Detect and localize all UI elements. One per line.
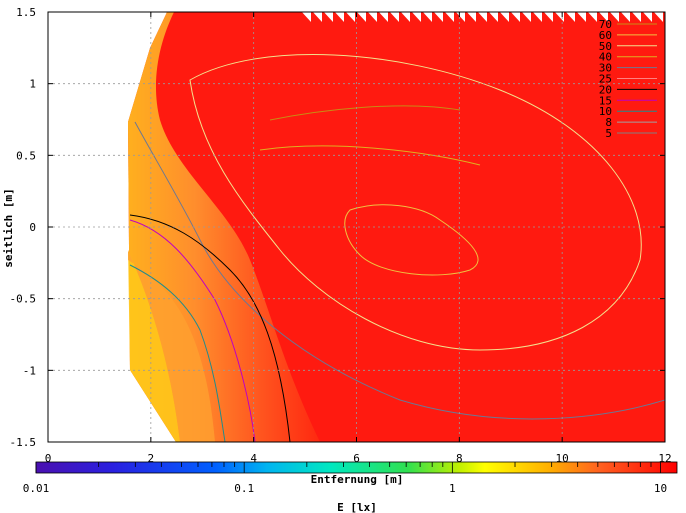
edge-tooth [477, 12, 487, 22]
y-axis: -1.5 -1 -0.5 0 0.5 1 1.5 [10, 6, 665, 449]
edge-tooth [670, 350, 686, 360]
contour-legend-label: 40 [599, 51, 612, 64]
colorbar-ticks: 0.01 0.1 1 10 [23, 461, 678, 495]
contour-legend-label: 20 [599, 83, 612, 96]
colorbar [36, 462, 677, 473]
contour-legend-label: 5 [605, 127, 612, 140]
contour-line-60 [344, 204, 479, 276]
contour-line-50 [189, 54, 642, 351]
edge-tooth [670, 410, 686, 420]
contour-legend-label: 70 [599, 18, 612, 31]
edge-tooth [532, 12, 542, 22]
edge-tooth [378, 12, 388, 22]
y-tick-label: -0.5 [10, 293, 37, 306]
edge-tooth [670, 330, 686, 340]
x-tick-label: 6 [353, 452, 360, 465]
edge-tooth [653, 12, 663, 22]
serrated-edge [301, 10, 686, 450]
edge-tooth [400, 12, 410, 22]
contour-legend-label: 8 [605, 116, 612, 129]
contour-line-10 [129, 264, 226, 442]
x-tick-label: 4 [250, 452, 257, 465]
edge-tooth [323, 12, 333, 22]
contour-line-70 [269, 105, 461, 121]
y-tick-label: 1.5 [16, 6, 36, 19]
edge-tooth [422, 12, 432, 22]
edge-tooth [670, 380, 686, 390]
edge-tooth [510, 12, 520, 22]
edge-tooth [670, 420, 686, 430]
contour-legend-label: 50 [599, 40, 612, 53]
contour-line-30 [134, 121, 665, 420]
contour-line-20 [129, 214, 291, 442]
edge-tooth [345, 12, 355, 22]
edge-tooth [642, 12, 652, 22]
edge-tooth [670, 430, 686, 440]
x-tick-label: 2 [148, 452, 155, 465]
contour-legend-label: 10 [599, 105, 612, 118]
edge-tooth [444, 12, 454, 22]
heatmap-band-yellow [128, 250, 180, 442]
edge-tooth [609, 12, 619, 22]
contour-legend-label: 25 [599, 73, 612, 86]
edge-tooth [488, 12, 498, 22]
contour-legend-label: 30 [599, 62, 612, 75]
colorbar-label: E [lx] [337, 501, 377, 513]
edge-tooth [576, 12, 586, 22]
edge-tooth [674, 10, 685, 22]
colorbar-tick-label: 0.1 [234, 482, 254, 495]
colorbar-tick-label: 0.01 [23, 482, 50, 495]
edge-tooth [543, 12, 553, 22]
x-tick-label: 8 [456, 452, 463, 465]
x-tick-label: 0 [45, 452, 52, 465]
edge-tooth [499, 12, 509, 22]
y-tick-label: 0 [29, 221, 36, 234]
contour-line-15 [129, 219, 256, 442]
y-tick-label: -1 [23, 364, 36, 377]
contour-line-40 [259, 145, 481, 166]
colorbar-tick-label: 10 [654, 482, 667, 495]
edge-tooth [334, 12, 344, 22]
edge-tooth [620, 12, 630, 22]
contour-legend-label: 15 [599, 94, 612, 107]
colorbar-tick-label: 1 [449, 482, 456, 495]
edge-tooth [670, 340, 686, 350]
x-axis-label: Entfernung [m] [311, 473, 404, 486]
edge-tooth [670, 440, 686, 450]
y-axis-label: seitlich [m] [2, 188, 15, 267]
edge-tooth [411, 12, 421, 22]
y-tick-label: 1 [29, 78, 36, 91]
heatmap-band-light-orange [128, 250, 215, 442]
edge-tooth [389, 12, 399, 22]
y-tick-label: 0.5 [16, 149, 36, 162]
edge-tooth [367, 12, 377, 22]
edge-tooth [631, 12, 641, 22]
edge-tooth [587, 12, 597, 22]
edge-tooth [565, 12, 575, 22]
contour-legend-label: 60 [599, 29, 612, 42]
edge-tooth [433, 12, 443, 22]
grid [48, 12, 665, 442]
edge-tooth [356, 12, 366, 22]
edge-tooth [312, 12, 322, 22]
edge-tooth [670, 360, 686, 370]
edge-tooth [521, 12, 531, 22]
edge-tooth [455, 12, 465, 22]
edge-tooth [670, 370, 686, 380]
edge-tooth [670, 390, 686, 400]
edge-tooth [598, 12, 608, 22]
edge-tooth [301, 12, 311, 22]
edge-tooth [670, 400, 686, 410]
colorbar-frame [35, 461, 678, 474]
edge-tooth [466, 12, 476, 22]
y-tick-label: -1.5 [10, 436, 37, 449]
